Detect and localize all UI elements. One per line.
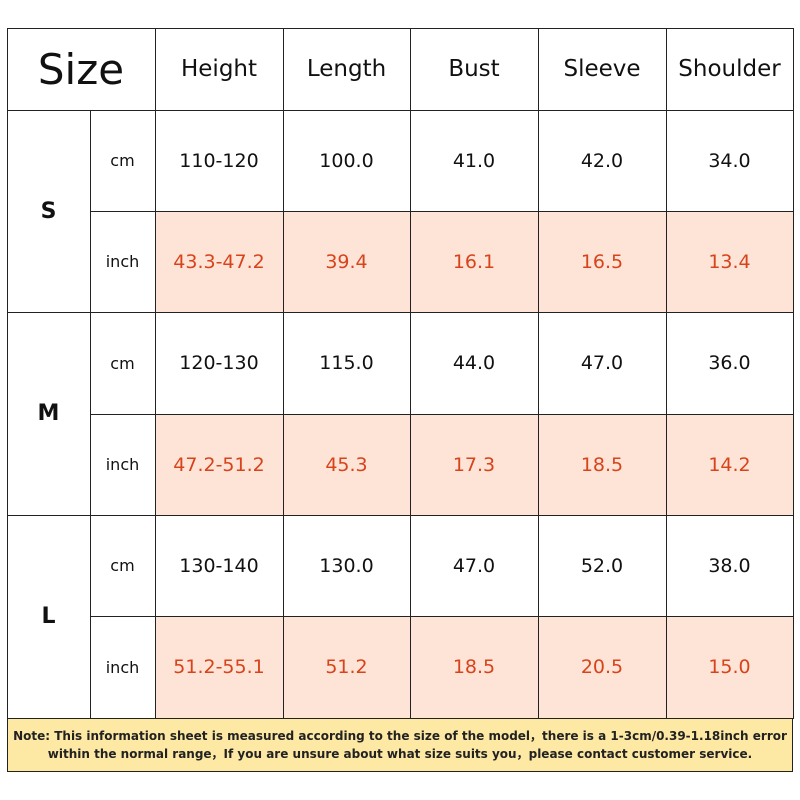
value-cell: 34.0 — [665, 109, 794, 212]
value-cell: 47.0 — [409, 514, 539, 617]
unit-label: inch — [89, 210, 156, 313]
unit-label: cm — [89, 311, 156, 415]
value-cell: 130-140 — [154, 514, 284, 617]
value-cell: 15.0 — [665, 615, 794, 719]
value-cell: 18.5 — [409, 615, 539, 719]
value-cell: 16.5 — [537, 210, 667, 313]
value-cell: 38.0 — [665, 514, 794, 617]
unit-label: cm — [89, 109, 156, 212]
unit-label: inch — [89, 615, 156, 719]
value-cell: 14.2 — [665, 413, 794, 516]
note: Note: This information sheet is measured… — [7, 718, 793, 772]
value-cell: 20.5 — [537, 615, 667, 719]
value-cell: 43.3-47.2 — [154, 210, 284, 313]
value-cell: 100.0 — [282, 109, 411, 212]
size-label: S — [6, 109, 91, 313]
value-cell: 51.2-55.1 — [154, 615, 284, 719]
value-cell: 44.0 — [409, 311, 539, 415]
value-cell: 18.5 — [537, 413, 667, 516]
value-cell: 13.4 — [665, 210, 794, 313]
value-cell: 120-130 — [154, 311, 284, 415]
value-cell: 47.2-51.2 — [154, 413, 284, 516]
column-header: Bust — [409, 27, 539, 111]
value-cell: 17.3 — [409, 413, 539, 516]
value-cell: 39.4 — [282, 210, 411, 313]
size-label: M — [6, 311, 91, 516]
value-cell: 52.0 — [537, 514, 667, 617]
value-cell: 130.0 — [282, 514, 411, 617]
value-cell: 16.1 — [409, 210, 539, 313]
column-header: Sleeve — [537, 27, 667, 111]
value-cell: 47.0 — [537, 311, 667, 415]
size-header: Size — [6, 27, 156, 111]
column-header: Height — [154, 27, 284, 111]
column-header: Length — [282, 27, 411, 111]
unit-label: inch — [89, 413, 156, 516]
value-cell: 36.0 — [665, 311, 794, 415]
value-cell: 51.2 — [282, 615, 411, 719]
value-cell: 41.0 — [409, 109, 539, 212]
size-label: L — [6, 514, 91, 719]
value-cell: 42.0 — [537, 109, 667, 212]
value-cell: 45.3 — [282, 413, 411, 516]
unit-label: cm — [89, 514, 156, 617]
value-cell: 115.0 — [282, 311, 411, 415]
column-header: Shoulder — [665, 27, 794, 111]
value-cell: 110-120 — [154, 109, 284, 212]
